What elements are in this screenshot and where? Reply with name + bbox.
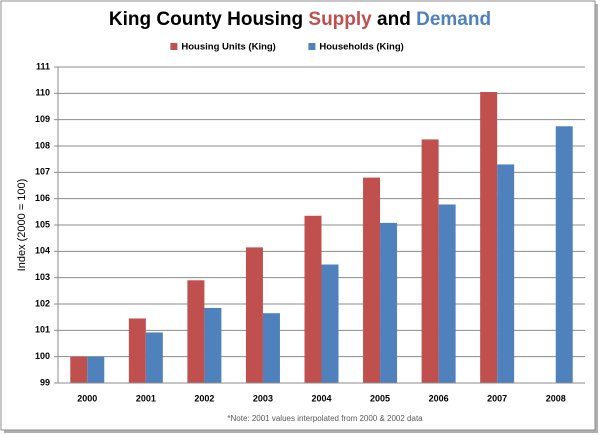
bar bbox=[480, 92, 498, 384]
bar bbox=[262, 313, 280, 383]
bar bbox=[187, 280, 205, 383]
title-part: Supply bbox=[308, 9, 372, 30]
legend-label: Households (King) bbox=[319, 42, 403, 53]
bar bbox=[555, 126, 573, 383]
x-tick-label: 2003 bbox=[253, 393, 273, 403]
x-tick-label: 2000 bbox=[77, 393, 97, 403]
y-tick-label: 108 bbox=[35, 140, 50, 150]
y-tick-label: 105 bbox=[35, 219, 50, 229]
y-tick-label: 104 bbox=[35, 246, 50, 256]
y-tick-label: 111 bbox=[36, 61, 50, 71]
legend-swatch bbox=[170, 43, 178, 50]
bar bbox=[438, 204, 456, 383]
chart-title: King County Housing Supply and Demand bbox=[109, 9, 491, 30]
x-tick-label: 2001 bbox=[136, 393, 156, 403]
x-tick-label: 2004 bbox=[311, 393, 331, 403]
bar bbox=[304, 215, 322, 383]
y-axis-label: Index (2000 = 100) bbox=[16, 179, 28, 272]
y-tick-label: 102 bbox=[35, 298, 50, 308]
bar bbox=[128, 318, 146, 383]
y-tick-label: 100 bbox=[35, 351, 50, 361]
bar bbox=[380, 222, 398, 383]
x-tick-label: 2007 bbox=[487, 393, 507, 403]
bar bbox=[87, 356, 105, 383]
y-tick-label: 110 bbox=[35, 88, 50, 98]
bar bbox=[321, 264, 339, 383]
bar bbox=[497, 164, 515, 383]
bar bbox=[363, 177, 381, 383]
note: *Note: 2001 values interpolated from 200… bbox=[227, 414, 423, 423]
title-part: King County Housing bbox=[109, 9, 308, 30]
y-tick-label: 103 bbox=[35, 272, 50, 282]
y-tick-label: 99 bbox=[40, 377, 50, 387]
y-tick-label: 107 bbox=[35, 167, 50, 177]
bar bbox=[145, 332, 163, 383]
title-part: and bbox=[372, 9, 416, 30]
y-tick-label: 106 bbox=[35, 193, 50, 203]
x-tick-label: 2006 bbox=[429, 393, 449, 403]
y-tick-label: 109 bbox=[35, 114, 50, 124]
bar bbox=[204, 307, 222, 383]
legend-swatch bbox=[308, 43, 316, 50]
y-tick-label: 101 bbox=[35, 325, 50, 335]
x-tick-label: 2008 bbox=[546, 393, 566, 403]
x-tick-label: 2005 bbox=[370, 393, 390, 403]
x-tick-label: 2002 bbox=[194, 393, 214, 403]
bar bbox=[245, 247, 263, 383]
bar bbox=[70, 356, 88, 383]
legend-label: Housing Units (King) bbox=[181, 42, 275, 53]
bar bbox=[421, 139, 439, 383]
title-part: Demand bbox=[416, 9, 491, 30]
